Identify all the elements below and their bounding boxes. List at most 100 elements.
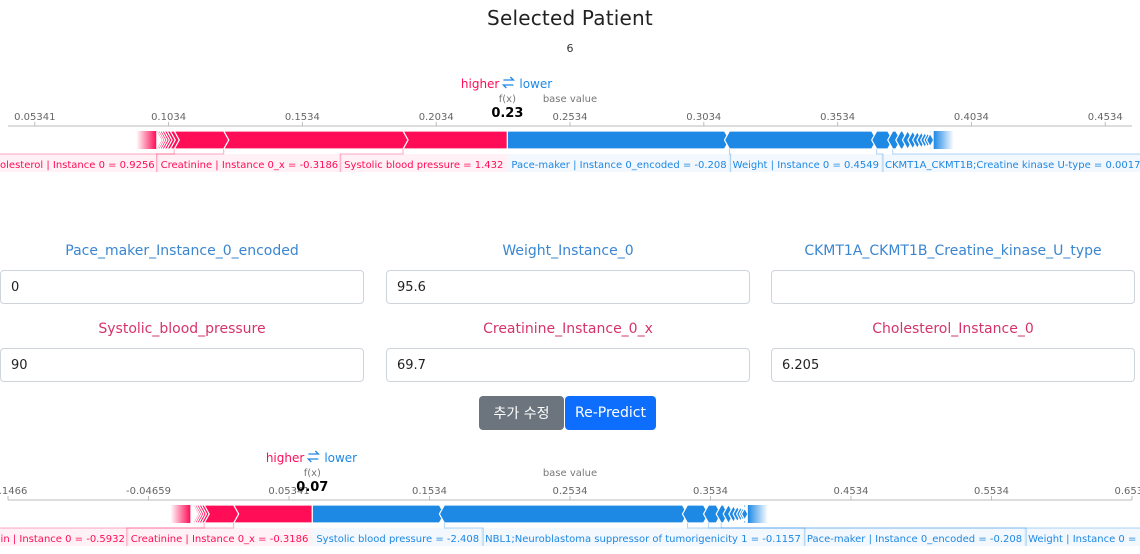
label-box [802,528,1027,546]
swap-arrows-icon [306,450,320,463]
feature-label-negative: Pace-maker | Instance 0_encoded = -0.208 [807,534,1022,545]
label-connector [0,523,205,529]
field-label-weight: Weight_Instance_0 [502,243,634,259]
base-value-label: base value [543,468,597,479]
label-connector [876,149,884,172]
tick-label: 0.3034 [686,112,721,123]
higher-label: higher [266,451,305,465]
label-connector [729,149,732,172]
label-box [0,528,129,546]
force-bar-positive [189,504,198,524]
label-box [156,154,343,172]
negative-fade [747,505,768,523]
label-connector [156,149,225,172]
force-bar-positive [173,130,230,150]
tick-label: 0.05341 [268,486,309,497]
swap-arrows-icon [501,76,515,89]
label-box [507,154,731,172]
force-bar-negative [871,130,894,150]
tick-label: 0.4534 [1088,112,1123,123]
field-label-ckmt1a: CKMT1A_CKMT1B_Creatine_kinase_U_type [804,243,1102,259]
force-bar-negative [506,130,731,150]
fx-label: f(x) [499,94,516,105]
tick-label: 0.5534 [974,486,1009,497]
tick-label: 0.6534 [1115,486,1140,497]
force-bar-positive [401,130,508,150]
feature-label-positive: Creatinine | Instance 0_x = -0.3186 [161,160,339,171]
label-box [340,154,508,172]
field-label-creatinine: Creatinine_Instance_0_x [483,321,653,337]
base-value-label: base value [543,94,597,105]
force-bar-negative [438,504,689,524]
label-connector [339,149,404,172]
tick-label: 0.2534 [553,486,588,497]
feature-label-negative: Pace-maker | Instance 0_encoded = -0.208 [511,160,726,171]
tick-label: 0.2034 [419,112,454,123]
creatinine-input[interactable] [386,348,750,382]
tick-label: 0.3534 [693,486,728,497]
tick-label: 0.4034 [954,112,989,123]
label-connector [892,149,1140,155]
label-box [728,154,884,172]
feature-label-negative: CKMT1A_CKMT1B;Creatine kinase U-type = 0… [885,160,1140,171]
tick-label: 0.1534 [285,112,320,123]
positive-fade [170,505,191,523]
label-connector [443,523,484,546]
label-connector [708,523,1027,546]
lower-label: lower [519,77,552,91]
feature-label-negative: Weight | Instance 0 = 0.4549 [733,160,879,171]
force-bar-negative [740,504,749,524]
force-plot-1: 0.05341 0.1034 0.1534 0.2034 0.2534 0.3034 0.3… [0,76,1140,172]
feature-label-negative: Systolic blood pressure = -2.408 [316,534,479,545]
field-label-systolic: Systolic_blood_pressure [98,321,266,337]
feature-label-positive: bin | Instance 0 = -0.5932 [0,534,125,545]
ckmt1a-input[interactable] [771,270,1135,304]
feature-label-positive: Systolic blood pressure = 1.432 [344,160,503,171]
repredict-button[interactable]: Re-Predict [565,396,656,430]
tick-label: 0.2534 [553,112,588,123]
tick-label: 0.1034 [151,112,186,123]
positive-fade [136,131,157,149]
more-edit-button[interactable]: 추가 수정 [479,396,564,430]
feature-label-positive: Cholesterol | Instance 0 = 0.9256 [0,160,155,171]
force-plot-2: -0.1466 -0.04659 0.05341 0.1534 0.2534 0.3534… [0,450,1140,546]
force-bar-positive [232,504,313,524]
force-bar-negative [681,504,710,524]
systolic-input[interactable] [0,348,364,382]
feature-label-positive: Creatinine | Instance 0_x = -0.3186 [131,534,309,545]
fx-label: f(x) [304,468,321,479]
label-connector [0,149,175,155]
tick-label: 0.05341 [14,112,55,123]
force-bar-negative [702,504,722,524]
tick-label: -0.1466 [0,486,27,497]
label-connector [126,523,235,546]
force-bar-negative [887,130,902,150]
page-title: Selected Patient [487,6,653,30]
feature-label-negative: NBL1;Neuroblastoma suppressor of tumorig… [485,534,801,545]
label-box [481,528,805,546]
negative-fade [933,131,954,149]
tick-label: 0.1534 [412,486,447,497]
label-box [126,528,313,546]
weight-input[interactable] [386,270,750,304]
tick-label: 0.3534 [820,112,855,123]
label-box [881,154,1140,172]
label-box [0,154,159,172]
lower-label: lower [324,451,357,465]
higher-label: higher [461,77,500,91]
fx-value: 0.23 [491,106,523,121]
tick-label: -0.04659 [126,486,171,497]
patient-id: 6 [566,42,574,55]
cholesterol-input[interactable] [771,348,1135,382]
field-label-cholesterol: Cholesterol_Instance_0 [872,321,1034,337]
force-bar-negative [311,504,446,524]
force-bar-positive [222,130,409,150]
field-label-pace-maker: Pace_maker_Instance_0_encoded [65,243,299,259]
force-bar-negative [723,130,878,150]
tick-label: 0.4534 [834,486,869,497]
pace-maker-input[interactable] [0,270,364,304]
feature-label-negative: Weight | Instance 0 = 0.4549 [1028,534,1140,545]
label-connector [686,523,806,546]
force-bar-negative [925,130,935,150]
label-connector [720,523,1140,529]
